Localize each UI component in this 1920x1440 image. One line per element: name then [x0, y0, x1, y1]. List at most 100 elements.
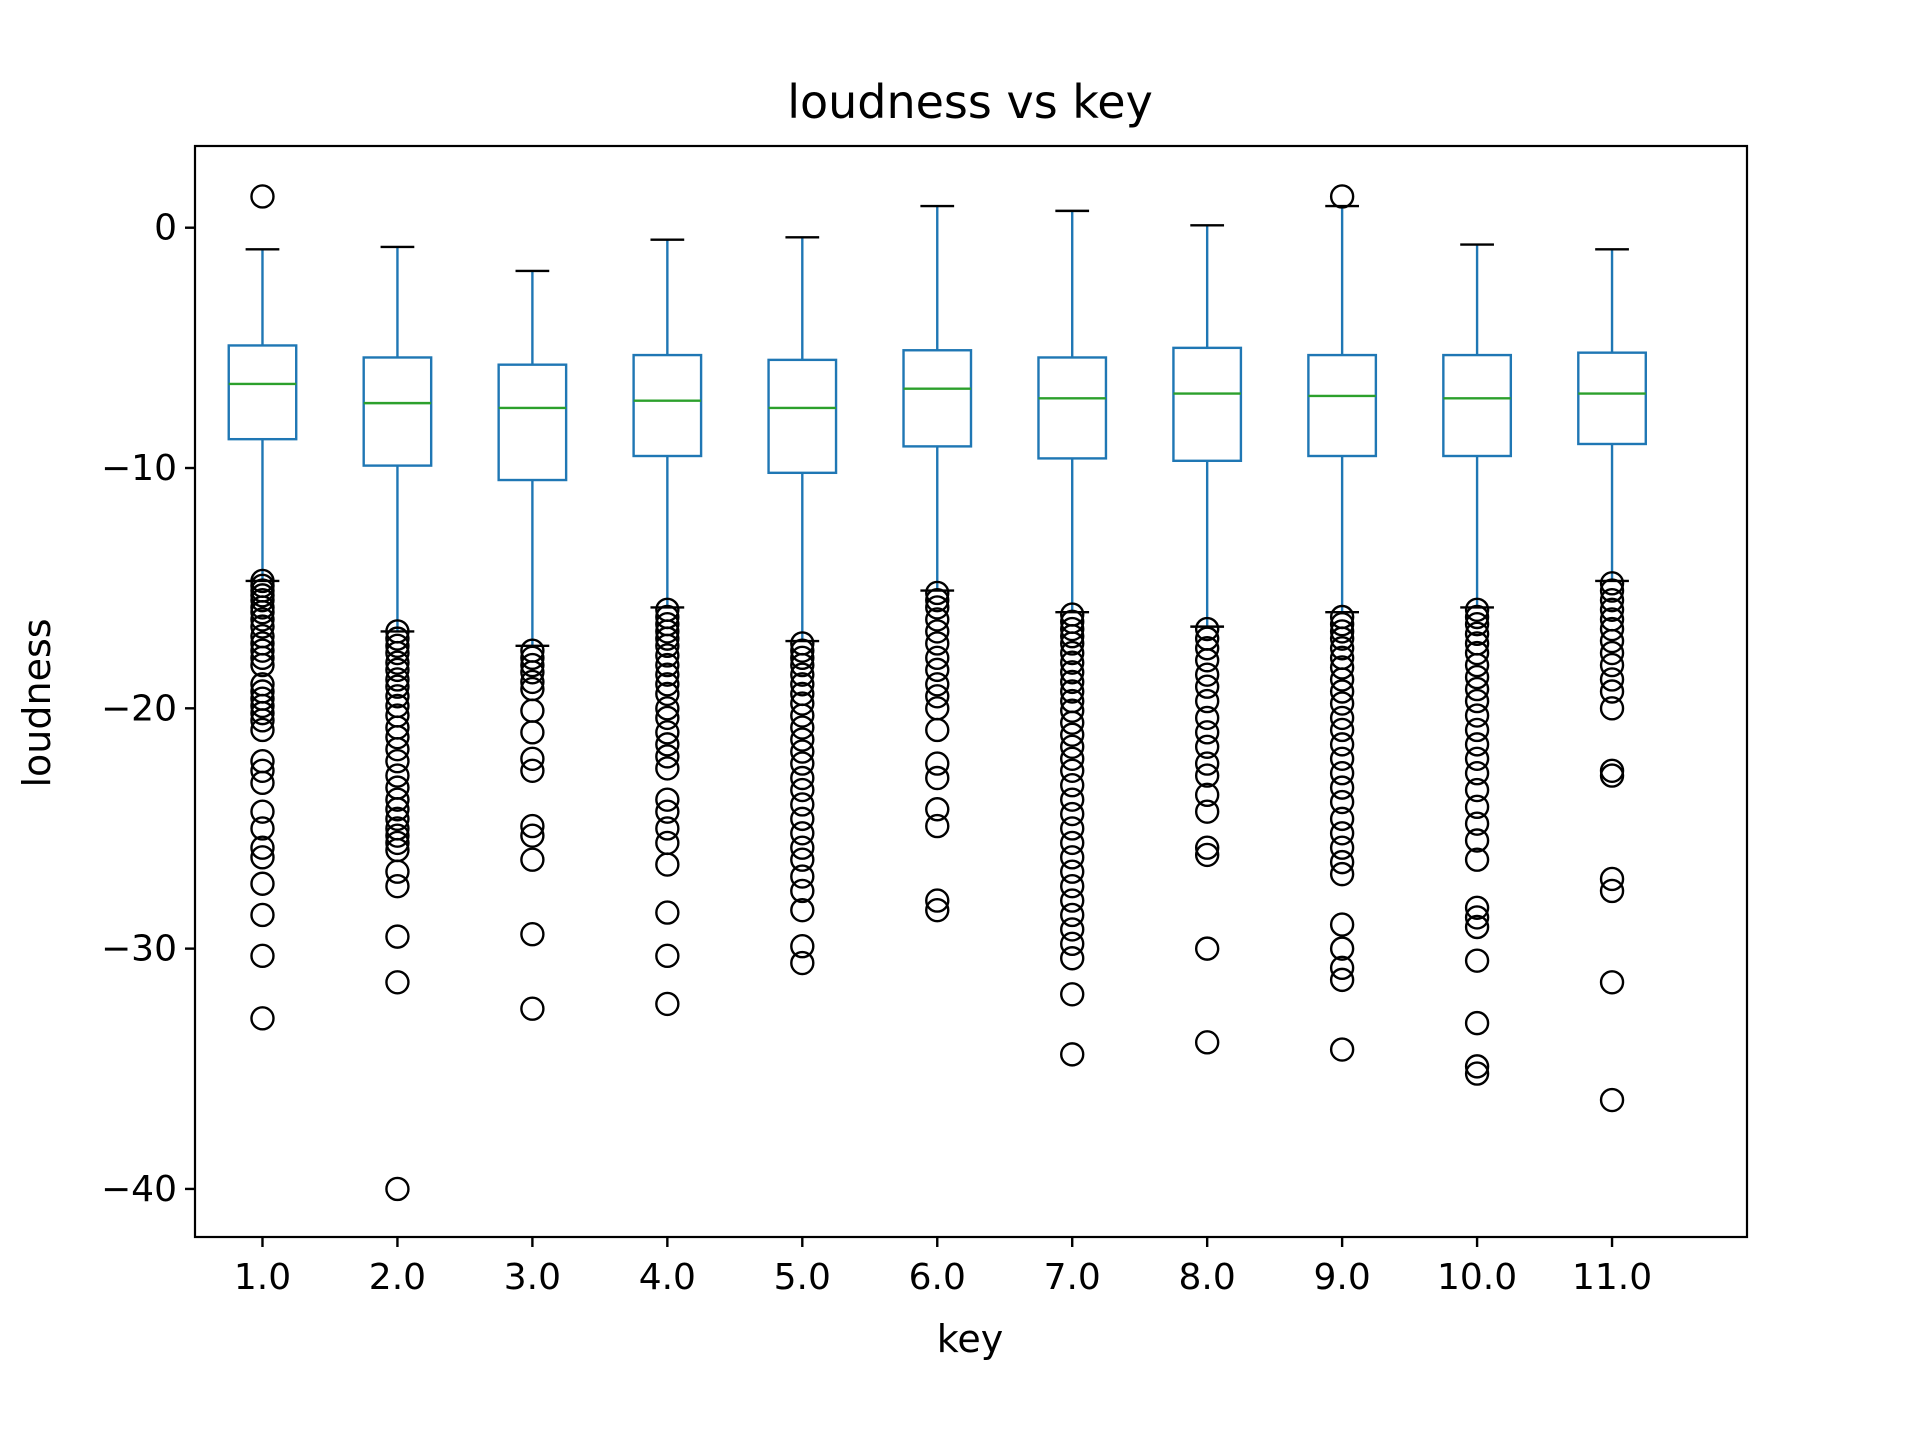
outlier-point	[1599, 628, 1625, 654]
y-tick-label: −20	[101, 688, 177, 729]
outlier-point	[1599, 866, 1625, 892]
outlier-point	[1060, 801, 1085, 827]
outlier-point	[520, 645, 545, 671]
outlier-point	[250, 645, 275, 671]
outlier-point	[790, 652, 815, 678]
x-tick-label: 7.0	[1044, 1257, 1101, 1298]
outlier-point	[655, 652, 680, 678]
outlier-point	[925, 897, 950, 923]
outlier-point	[250, 871, 275, 896]
chart-title: loudness vs key	[787, 75, 1153, 129]
outlier-point	[655, 662, 680, 687]
outlier-point	[250, 717, 275, 743]
outlier-point	[1329, 184, 1355, 209]
outlier-point	[1194, 688, 1220, 714]
outlier-point	[1329, 691, 1355, 716]
y-tick-label: −30	[101, 929, 177, 970]
outlier-point	[250, 770, 275, 796]
outlier-point	[790, 847, 815, 872]
outlier-point	[1060, 845, 1085, 870]
outlier-point	[250, 835, 275, 860]
outlier-point	[790, 751, 815, 776]
outlier-point	[1329, 612, 1355, 637]
outlier-point	[925, 684, 950, 709]
outlier-point	[1060, 946, 1085, 971]
outlier-point	[250, 638, 275, 663]
outlier-point	[1329, 717, 1355, 743]
outlier-point	[520, 847, 545, 872]
outlier-point	[385, 674, 410, 699]
outlier-point	[1329, 655, 1355, 680]
outlier-point	[1060, 640, 1085, 666]
box-iqr	[1442, 353, 1513, 458]
outlier-point	[790, 638, 815, 663]
outlier-point	[385, 650, 410, 675]
outlier-point	[385, 806, 410, 832]
y-tick-label: −40	[101, 1169, 177, 1210]
outlier-point	[1329, 936, 1355, 961]
x-tick-label: 6.0	[909, 1257, 966, 1298]
outlier-point	[1464, 612, 1490, 637]
outlier-point	[655, 943, 680, 969]
outlier-point	[1060, 931, 1085, 957]
outlier-point	[790, 739, 815, 764]
outlier-point	[250, 816, 275, 841]
outlier-point	[385, 684, 410, 709]
outlier-point	[1060, 698, 1085, 723]
outlier-point	[1194, 636, 1220, 661]
outlier-point	[1060, 773, 1085, 798]
outlier-point	[1329, 955, 1355, 981]
x-tick-label: 10.0	[1437, 1257, 1517, 1298]
outlier-point	[925, 765, 950, 791]
outlier-point	[655, 900, 680, 925]
outlier-point	[1194, 616, 1220, 642]
y-tick-label: 0	[154, 208, 177, 249]
outlier-point	[925, 631, 950, 656]
outlier-point	[250, 693, 275, 719]
outlier-point	[250, 184, 275, 209]
outlier-point	[790, 703, 815, 728]
outlier-point	[1060, 830, 1085, 856]
outlier-point	[1060, 859, 1085, 884]
outlier-point	[1194, 835, 1220, 860]
outlier-point	[250, 1006, 275, 1031]
outlier-point	[385, 859, 410, 884]
plot-frame	[193, 144, 1749, 1239]
outlier-point	[385, 748, 410, 774]
outlier-point	[655, 626, 680, 651]
outlier-point	[1194, 674, 1220, 699]
outlier-point	[1599, 616, 1625, 642]
outlier-point	[1329, 775, 1355, 800]
outlier-point	[1194, 936, 1220, 961]
outlier-point	[1464, 688, 1490, 714]
outlier-point	[385, 667, 410, 692]
outlier-point	[1464, 597, 1490, 622]
outlier-point	[1329, 761, 1355, 786]
outlier-point	[385, 830, 410, 856]
outlier-point	[1060, 631, 1085, 656]
box-iqr	[497, 363, 568, 482]
outlier-point	[1194, 1030, 1220, 1055]
outlier-point	[925, 587, 950, 613]
outlier-point	[790, 765, 815, 791]
outlier-point	[1599, 763, 1625, 788]
outlier-point	[1060, 816, 1085, 841]
outlier-point	[250, 587, 275, 613]
outlier-point	[1599, 571, 1625, 596]
outlier-point	[925, 657, 950, 683]
outlier-point	[1464, 777, 1490, 803]
outlier-point	[520, 922, 545, 947]
outlier-point	[790, 864, 815, 889]
x-tick-label: 1.0	[234, 1257, 291, 1298]
outlier-point	[1060, 624, 1085, 649]
outlier-point	[925, 672, 950, 697]
outlier-point	[1329, 849, 1355, 875]
outlier-point	[1464, 914, 1490, 940]
outlier-point	[1329, 835, 1355, 860]
outlier-point	[1194, 763, 1220, 788]
outlier-point	[1329, 636, 1355, 661]
outlier-point	[385, 657, 410, 683]
outlier-point	[1060, 734, 1085, 759]
